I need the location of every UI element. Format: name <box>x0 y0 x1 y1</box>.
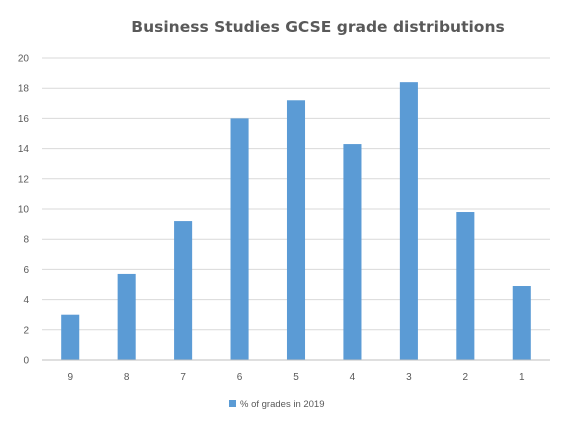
bar-grade-4 <box>343 144 362 360</box>
bar-grade-8 <box>117 273 136 360</box>
bar-grade-6 <box>230 118 249 361</box>
x-tick-label: 3 <box>406 372 412 383</box>
bar-grade-9 <box>61 314 80 360</box>
bar-grade-7 <box>174 221 193 360</box>
x-tick-label: 1 <box>519 372 525 383</box>
y-tick-label: 2 <box>23 325 29 336</box>
x-tick-label: 2 <box>463 372 469 383</box>
legend-swatch <box>229 400 236 407</box>
y-tick-label: 6 <box>23 265 29 276</box>
x-tick-label: 6 <box>237 372 243 383</box>
x-tick-label: 5 <box>293 372 299 383</box>
y-tick-label: 16 <box>18 114 30 125</box>
y-tick-label: 12 <box>18 174 30 185</box>
bar-grade-2 <box>456 212 475 360</box>
bar-series <box>61 82 531 361</box>
legend: % of grades in 2019 <box>229 399 325 410</box>
y-tick-label: 0 <box>23 356 29 367</box>
y-tick-label: 18 <box>18 84 30 95</box>
x-tick-label: 9 <box>67 372 73 383</box>
bar-grade-3 <box>399 82 418 360</box>
y-tick-label: 10 <box>18 205 30 216</box>
bar-grade-1 <box>512 286 531 360</box>
x-tick-label: 7 <box>180 372 186 383</box>
x-tick-label: 8 <box>124 372 130 383</box>
chart-title: Business Studies GCSE grade distribution… <box>131 18 504 36</box>
x-tick-label: 4 <box>350 372 356 383</box>
y-tick-label: 4 <box>23 295 29 306</box>
y-tick-label: 8 <box>23 235 29 246</box>
y-tick-label: 14 <box>18 144 30 155</box>
bar-grade-5 <box>286 100 306 360</box>
y-tick-label: 20 <box>18 54 30 65</box>
legend-label: % of grades in 2019 <box>240 399 325 410</box>
axes: 0 2 4 6 8 10 12 14 16 18 20 9 8 7 6 5 4 3 2 1 <box>18 54 550 383</box>
